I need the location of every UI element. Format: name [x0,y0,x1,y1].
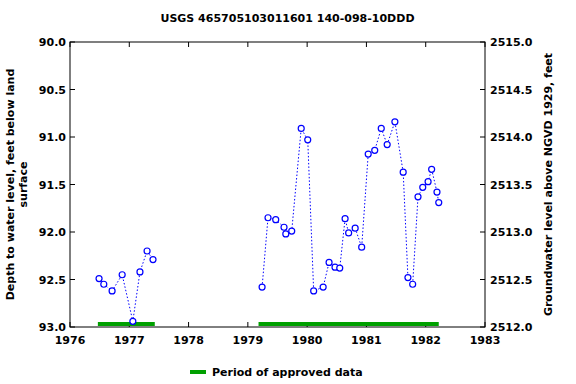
y2-tick-label: 2513.5 [490,179,532,192]
data-point [150,257,156,263]
y2-tick [480,137,485,138]
data-point [359,244,365,250]
y-tick-label: 92.5 [39,274,66,287]
data-point [429,166,435,172]
data-point [352,225,358,231]
data-point [320,284,326,290]
y-tick-label: 91.5 [39,179,66,192]
data-point [137,269,143,275]
y-tick [70,279,75,280]
data-point [109,288,115,294]
data-point [281,224,287,230]
series-line [99,122,439,321]
title: USGS 465705103011601 140-098-10DDD [160,12,414,25]
data-point [311,288,317,294]
x-tick [366,42,367,47]
y2-tick-label: 2512.5 [490,274,532,287]
x-tick [188,42,189,47]
y2-label: Groundwater level above NGVD 1929, feet [542,53,555,316]
data-point [436,200,442,206]
x-tick-label: 1980 [292,334,323,347]
legend-label: Period of approved data [212,366,363,379]
data-point [130,318,136,324]
y-tick-label: 90.5 [39,84,66,97]
data-point [342,216,348,222]
y2-tick-label: 2512.0 [490,321,533,334]
data-point [392,119,398,125]
data-point [410,281,416,287]
y2-tick-label: 2513.0 [490,226,533,239]
plot-frame [70,42,485,327]
y-tick-label: 93.0 [39,321,66,334]
plot-data [96,119,442,324]
y-tick [70,89,75,90]
data-point [144,248,150,254]
legend-swatch [190,370,206,374]
data-point [365,151,371,157]
data-point [265,215,271,221]
data-point [434,189,440,195]
x-tick [247,322,248,327]
data-point [289,228,295,234]
x-tick-label: 1979 [233,334,264,347]
y2-tick-label: 2515.0 [490,36,533,49]
x-tick [425,42,426,47]
data-point [259,284,265,290]
data-point [425,179,431,185]
chart: USGS 465705103011601 140-098-10DDD 1976 19… [0,0,576,384]
data-point [119,272,125,278]
y-tick-label: 91.0 [39,131,66,144]
x-tick [129,42,130,47]
x-tick-label: 1983 [470,334,501,347]
y-tick [70,232,75,233]
data-point [384,142,390,148]
data-point [378,125,384,131]
y-tick-label: 90.0 [39,36,66,49]
y2-tick-label: 2514.0 [490,131,533,144]
y-tick [70,184,75,185]
data-point [346,230,352,236]
data-point [326,259,332,265]
x-tick-label: 1977 [114,334,145,347]
data-point [283,231,289,237]
approved-period [98,322,155,326]
y-tick [70,137,75,138]
y-label: Depth to water level, feet below land [4,69,17,301]
x-tick [247,42,248,47]
data-point [415,194,421,200]
approved-period [259,322,439,326]
y2-tick-label: 2514.5 [490,84,532,97]
y2-tick [480,184,485,185]
data-point [101,281,107,287]
data-point [298,125,304,131]
data-point [372,147,378,153]
y2-tick [480,279,485,280]
x-tick-label: 1982 [410,334,441,347]
y-label: surface [17,162,30,208]
y-tick-label: 92.0 [39,226,66,239]
data-point [405,275,411,281]
y2-tick [480,232,485,233]
data-point [400,169,406,175]
data-point [337,265,343,271]
data-point [305,137,311,143]
data-point [420,184,426,190]
data-point [96,276,102,282]
x-tick [188,322,189,327]
x-tick-label: 1976 [55,334,86,347]
x-tick-label: 1978 [173,334,204,347]
x-tick-label: 1981 [351,334,382,347]
data-point [273,217,279,223]
x-tick [307,42,308,47]
y2-tick [480,89,485,90]
